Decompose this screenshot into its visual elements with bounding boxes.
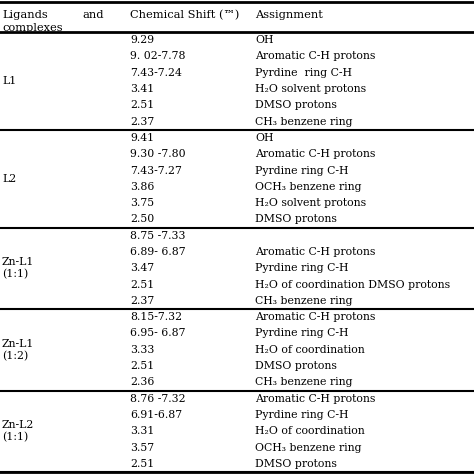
Text: 7.43-7.24: 7.43-7.24 xyxy=(130,68,182,78)
Text: Pyrdine ring C-H: Pyrdine ring C-H xyxy=(255,410,348,420)
Text: Pyrdine ring C-H: Pyrdine ring C-H xyxy=(255,165,348,175)
Text: Aromatic C-H protons: Aromatic C-H protons xyxy=(255,149,375,159)
Text: 2.51: 2.51 xyxy=(130,459,154,469)
Text: 7.43-7.27: 7.43-7.27 xyxy=(130,165,182,175)
Text: 2.37: 2.37 xyxy=(130,117,154,127)
Text: Pyrdine  ring C-H: Pyrdine ring C-H xyxy=(255,68,352,78)
Text: Zn-L2
(1:1): Zn-L2 (1:1) xyxy=(2,420,35,442)
Text: 6.91-6.87: 6.91-6.87 xyxy=(130,410,182,420)
Text: Aromatic C-H protons: Aromatic C-H protons xyxy=(255,247,375,257)
Text: OH: OH xyxy=(255,133,273,143)
Text: 3.75: 3.75 xyxy=(130,198,154,208)
Text: 8.75 -7.33: 8.75 -7.33 xyxy=(130,231,185,241)
Text: 9.29: 9.29 xyxy=(130,35,154,45)
Text: 3.57: 3.57 xyxy=(130,443,154,453)
Text: 2.37: 2.37 xyxy=(130,296,154,306)
Text: Aromatic C-H protons: Aromatic C-H protons xyxy=(255,312,375,322)
Text: H₂O of coordination: H₂O of coordination xyxy=(255,426,365,436)
Text: H₂O solvent protons: H₂O solvent protons xyxy=(255,198,366,208)
Text: 9.30 -7.80: 9.30 -7.80 xyxy=(130,149,186,159)
Text: L1: L1 xyxy=(2,76,16,86)
Text: 9. 02-7.78: 9. 02-7.78 xyxy=(130,52,185,62)
Text: Chemical Shift (™): Chemical Shift (™) xyxy=(130,10,239,20)
Text: OCH₃ benzene ring: OCH₃ benzene ring xyxy=(255,443,362,453)
Text: 2.51: 2.51 xyxy=(130,280,154,290)
Text: 8.15-7.32: 8.15-7.32 xyxy=(130,312,182,322)
Text: Ligands: Ligands xyxy=(2,10,48,20)
Text: 2.50: 2.50 xyxy=(130,214,154,224)
Text: 8.76 -7.32: 8.76 -7.32 xyxy=(130,394,186,404)
Text: 3.31: 3.31 xyxy=(130,426,155,436)
Text: Assignment: Assignment xyxy=(255,10,323,20)
Text: DMSO protons: DMSO protons xyxy=(255,459,337,469)
Text: 3.47: 3.47 xyxy=(130,263,154,273)
Text: DMSO protons: DMSO protons xyxy=(255,361,337,371)
Text: Zn-L1
(1:2): Zn-L1 (1:2) xyxy=(2,339,35,361)
Text: L2: L2 xyxy=(2,173,16,183)
Text: complexes: complexes xyxy=(2,23,63,33)
Text: 3.33: 3.33 xyxy=(130,345,155,355)
Text: DMSO protons: DMSO protons xyxy=(255,214,337,224)
Text: CH₃ benzene ring: CH₃ benzene ring xyxy=(255,117,353,127)
Text: OH: OH xyxy=(255,35,273,45)
Text: Aromatic C-H protons: Aromatic C-H protons xyxy=(255,394,375,404)
Text: 2.36: 2.36 xyxy=(130,377,155,387)
Text: 9.41: 9.41 xyxy=(130,133,154,143)
Text: Pyrdine ring C-H: Pyrdine ring C-H xyxy=(255,328,348,338)
Text: 3.41: 3.41 xyxy=(130,84,154,94)
Text: Pyrdine ring C-H: Pyrdine ring C-H xyxy=(255,263,348,273)
Text: CH₃ benzene ring: CH₃ benzene ring xyxy=(255,296,353,306)
Text: H₂O of coordination: H₂O of coordination xyxy=(255,345,365,355)
Text: H₂O solvent protons: H₂O solvent protons xyxy=(255,84,366,94)
Text: and: and xyxy=(82,10,103,20)
Text: Aromatic C-H protons: Aromatic C-H protons xyxy=(255,52,375,62)
Text: 3.86: 3.86 xyxy=(130,182,155,192)
Text: 2.51: 2.51 xyxy=(130,100,154,110)
Text: CH₃ benzene ring: CH₃ benzene ring xyxy=(255,377,353,387)
Text: OCH₃ benzene ring: OCH₃ benzene ring xyxy=(255,182,362,192)
Text: 2.51: 2.51 xyxy=(130,361,154,371)
Text: H₂O of coordination DMSO protons: H₂O of coordination DMSO protons xyxy=(255,280,450,290)
Text: Zn-L1
(1:1): Zn-L1 (1:1) xyxy=(2,257,35,279)
Text: DMSO protons: DMSO protons xyxy=(255,100,337,110)
Text: 6.89- 6.87: 6.89- 6.87 xyxy=(130,247,186,257)
Text: 6.95- 6.87: 6.95- 6.87 xyxy=(130,328,185,338)
